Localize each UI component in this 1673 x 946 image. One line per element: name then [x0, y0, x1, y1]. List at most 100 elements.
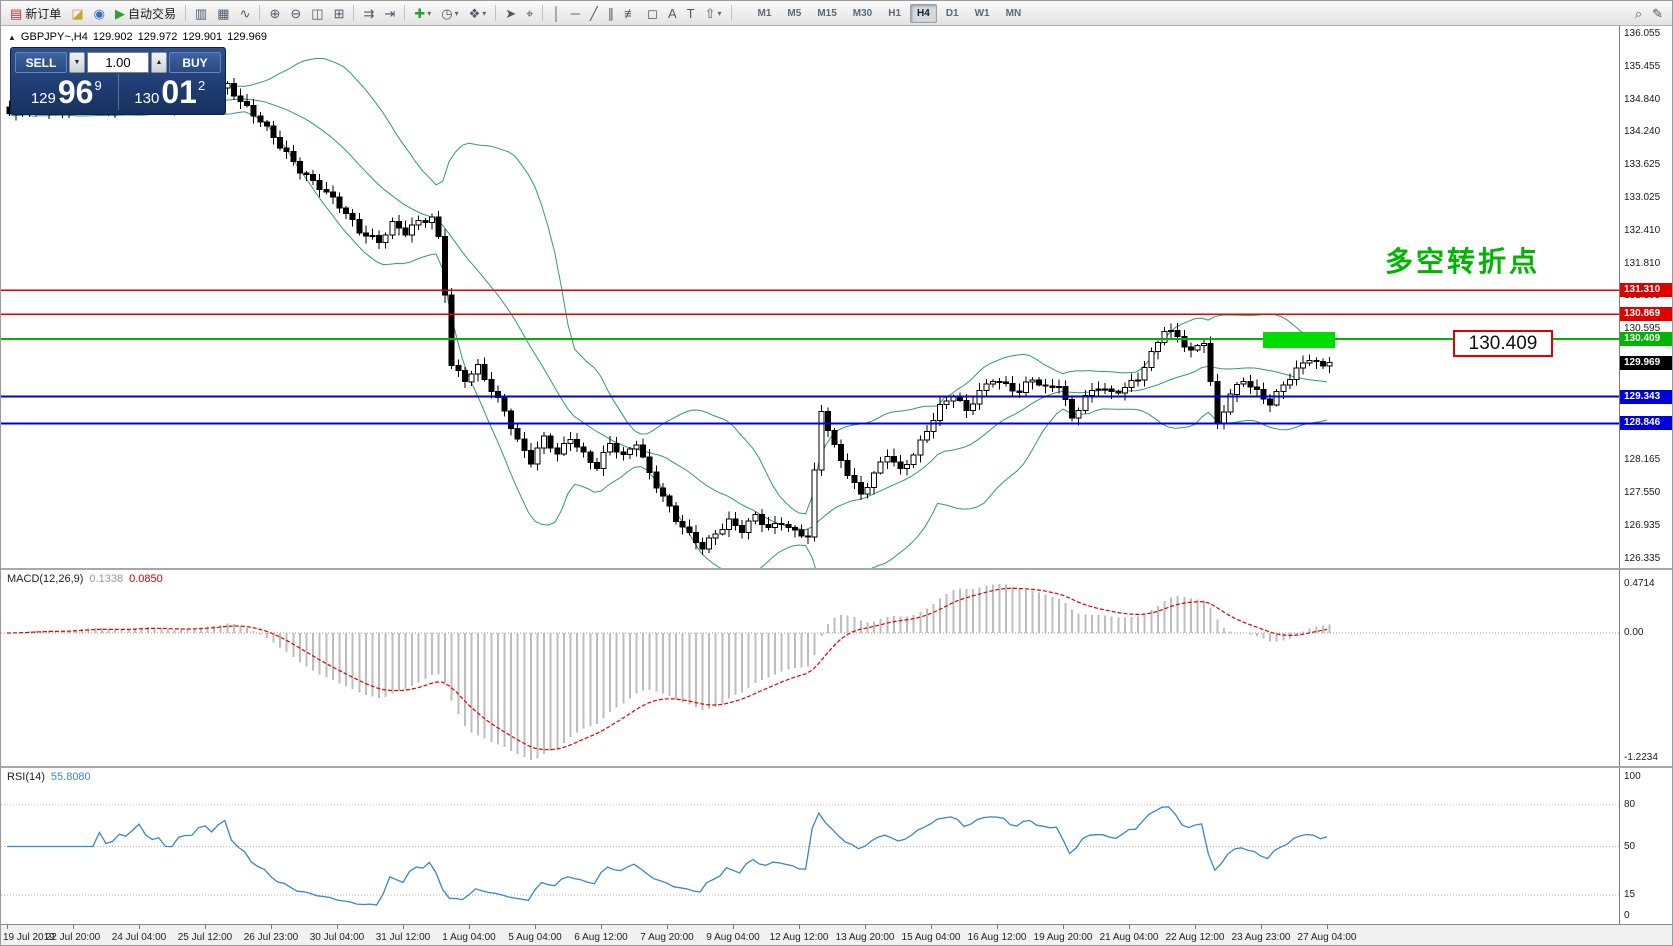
horizontal-line-button[interactable]: ─: [567, 3, 584, 23]
rsi-scale-label: 80: [1624, 798, 1636, 810]
zoom-in-button[interactable]: ⊕: [265, 3, 284, 23]
line-chart-button[interactable]: ∿: [236, 3, 255, 23]
zoom-in-icon: ⊕: [269, 5, 281, 21]
vertical-line-button[interactable]: │: [548, 3, 564, 23]
trendline-button[interactable]: ╱: [586, 3, 602, 23]
macd-canvas[interactable]: [1, 570, 1619, 766]
candles: [6, 78, 1333, 555]
candlestick-chart-icon: ▦: [217, 5, 230, 21]
fibonacci-button[interactable]: ≢: [620, 3, 641, 23]
timeframe-d1-button[interactable]: D1: [945, 7, 959, 19]
price-callout-box[interactable]: 130.409: [1453, 330, 1553, 357]
chevron-down-icon[interactable]: ▾: [482, 8, 487, 18]
time-axis-label: 12 Aug 12:00: [769, 932, 829, 943]
macd-scale-zero: 0.00: [1624, 627, 1644, 638]
time-tick: [73, 925, 74, 929]
search-button[interactable]: ⌕: [1631, 3, 1646, 23]
panel-separator[interactable]: [1, 568, 1672, 570]
profiles-icon: ◉: [93, 5, 105, 21]
timeframe-mn-button[interactable]: MN: [1005, 7, 1022, 19]
auto-scroll-button[interactable]: ⇉: [359, 3, 378, 23]
time-tick: [601, 925, 602, 929]
crosshair-button[interactable]: ⌖: [522, 3, 537, 23]
timeframe-m5-button[interactable]: M5: [787, 7, 802, 19]
text-button[interactable]: A: [664, 3, 681, 23]
text-label-button[interactable]: T: [683, 3, 699, 23]
buy-price-small: 130: [134, 90, 160, 107]
price-axis[interactable]: 136.055 135.455 134.840 134.240 133.625 133.0…: [1619, 26, 1672, 568]
templates-icon: ❖: [468, 5, 481, 21]
panel-separator[interactable]: [1, 766, 1672, 768]
timeframe-m1-button[interactable]: M1: [757, 7, 772, 19]
timeframe-w1-button[interactable]: W1: [974, 7, 990, 19]
new-order-button[interactable]: ▤ 新订单: [6, 3, 65, 23]
grid-button[interactable]: ⊞: [330, 3, 349, 23]
arrow-objects-button[interactable]: ⇧ ▾: [701, 3, 726, 23]
chevron-down-icon[interactable]: ▾: [427, 8, 432, 18]
chevron-down-icon[interactable]: ▾: [717, 8, 722, 18]
timeframe-h1-button[interactable]: H1: [888, 7, 902, 19]
macd-axis[interactable]: 0.4714 0.00 -1.2234: [1619, 570, 1672, 766]
macd-panel[interactable]: MACD(12,26,9) 0.1338 0.0850: [1, 570, 1619, 766]
volume-up-button[interactable]: ▲: [151, 52, 167, 73]
tile-windows-button[interactable]: ◫: [307, 3, 327, 23]
candlestick-chart-button[interactable]: ▦: [213, 3, 233, 23]
zoom-out-button[interactable]: ⊖: [286, 3, 305, 23]
volume-down-button[interactable]: ▼: [69, 52, 85, 73]
rsi-line: [7, 806, 1328, 906]
timeframe-h4-button[interactable]: H4: [910, 3, 937, 23]
time-tick: [205, 925, 206, 929]
time-tick: [1063, 925, 1064, 929]
timeframe-toolbar: M1 M5 M15 M30 H1 H4 D1 W1 MN: [750, 3, 1030, 23]
turning-point-annotation[interactable]: 多空转折点: [1385, 246, 1541, 277]
line-chart-icon: ∿: [239, 5, 251, 21]
rsi-canvas[interactable]: [1, 768, 1619, 924]
time-tick: [931, 925, 932, 929]
chart-shift-button[interactable]: ⇥: [380, 3, 399, 23]
rsi-scale-label: 100: [1624, 771, 1641, 782]
autotrading-button[interactable]: ▶ 自动交易: [111, 3, 180, 23]
new-chart-icon: ◪: [71, 5, 84, 21]
time-axis-label: 31 Jul 12:00: [375, 932, 431, 943]
quick-edit-button[interactable]: ✎: [1648, 3, 1667, 23]
rsi-panel[interactable]: RSI(14) 55.8080: [1, 768, 1619, 924]
text-label-icon: T: [686, 5, 695, 21]
rsi-value: 55.8080: [50, 771, 91, 783]
sell-price-small: 129: [30, 90, 56, 107]
shapes-button[interactable]: ◻: [643, 3, 662, 23]
indicators-button[interactable]: ✚ ▾: [410, 3, 435, 23]
time-axis[interactable]: 19 Jul 2019 22 Jul 20:00 24 Jul 04:00 25 Ju…: [1, 924, 1672, 945]
main-chart-panel[interactable]: ▲ GBPJPY~,H4 129.902 129.972 129.901 129.969 …: [1, 26, 1619, 568]
periods-button[interactable]: ◷ ▾: [437, 3, 462, 23]
sell-button[interactable]: SELL: [15, 52, 67, 73]
volume-input[interactable]: [87, 52, 149, 73]
search-icon: ⌕: [1634, 5, 1643, 21]
timeframe-m30-button[interactable]: M30: [852, 7, 873, 19]
toolbar: ▤ 新订单 ◪ ◉ ▶ 自动交易 ▥ ▦ ∿ ⊕ ⊖ ◫ ⊞ ⇉ ⇥ ✚ ▾ ◷ ▾ ❖ ▾ ➤ ⌖ │ ─ ╱ ∥ ≢ ◻ A T ⇧ ▾ M…: [1, 1, 1672, 26]
highlight-rectangle[interactable]: [1263, 332, 1335, 348]
price-axis-label: 135.455: [1624, 60, 1661, 72]
templates-button[interactable]: ❖ ▾: [465, 3, 491, 23]
vertical-line-icon: │: [552, 5, 561, 21]
time-axis-label: 16 Aug 12:00: [967, 932, 1027, 943]
new-chart-button[interactable]: ◪: [67, 3, 87, 23]
macd-scale-max: 0.4714: [1624, 578, 1655, 589]
bar-chart-button[interactable]: ▥: [191, 3, 211, 23]
profiles-button[interactable]: ◉: [90, 3, 109, 23]
timeframe-m15-button[interactable]: M15: [817, 7, 837, 19]
quick-edit-icon: ✎: [1652, 5, 1663, 21]
price-axis-label: 133.025: [1624, 192, 1661, 203]
cursor-button[interactable]: ➤: [501, 3, 520, 23]
bar-chart-icon: ▥: [194, 5, 208, 21]
chart-canvas[interactable]: [1, 26, 1619, 568]
symbol-direction-icon: ▲: [8, 33, 16, 42]
sell-price-display[interactable]: 129969: [15, 74, 119, 110]
buy-price-display[interactable]: 130012: [119, 74, 222, 110]
price-axis-label: 134.240: [1624, 126, 1661, 138]
chevron-down-icon[interactable]: ▾: [454, 8, 459, 18]
crosshair-icon: ⌖: [526, 5, 534, 21]
rsi-axis[interactable]: 100 80 50 15 0: [1619, 768, 1672, 924]
buy-button[interactable]: BUY: [169, 52, 221, 73]
equidistant-channel-button[interactable]: ∥: [604, 3, 619, 23]
